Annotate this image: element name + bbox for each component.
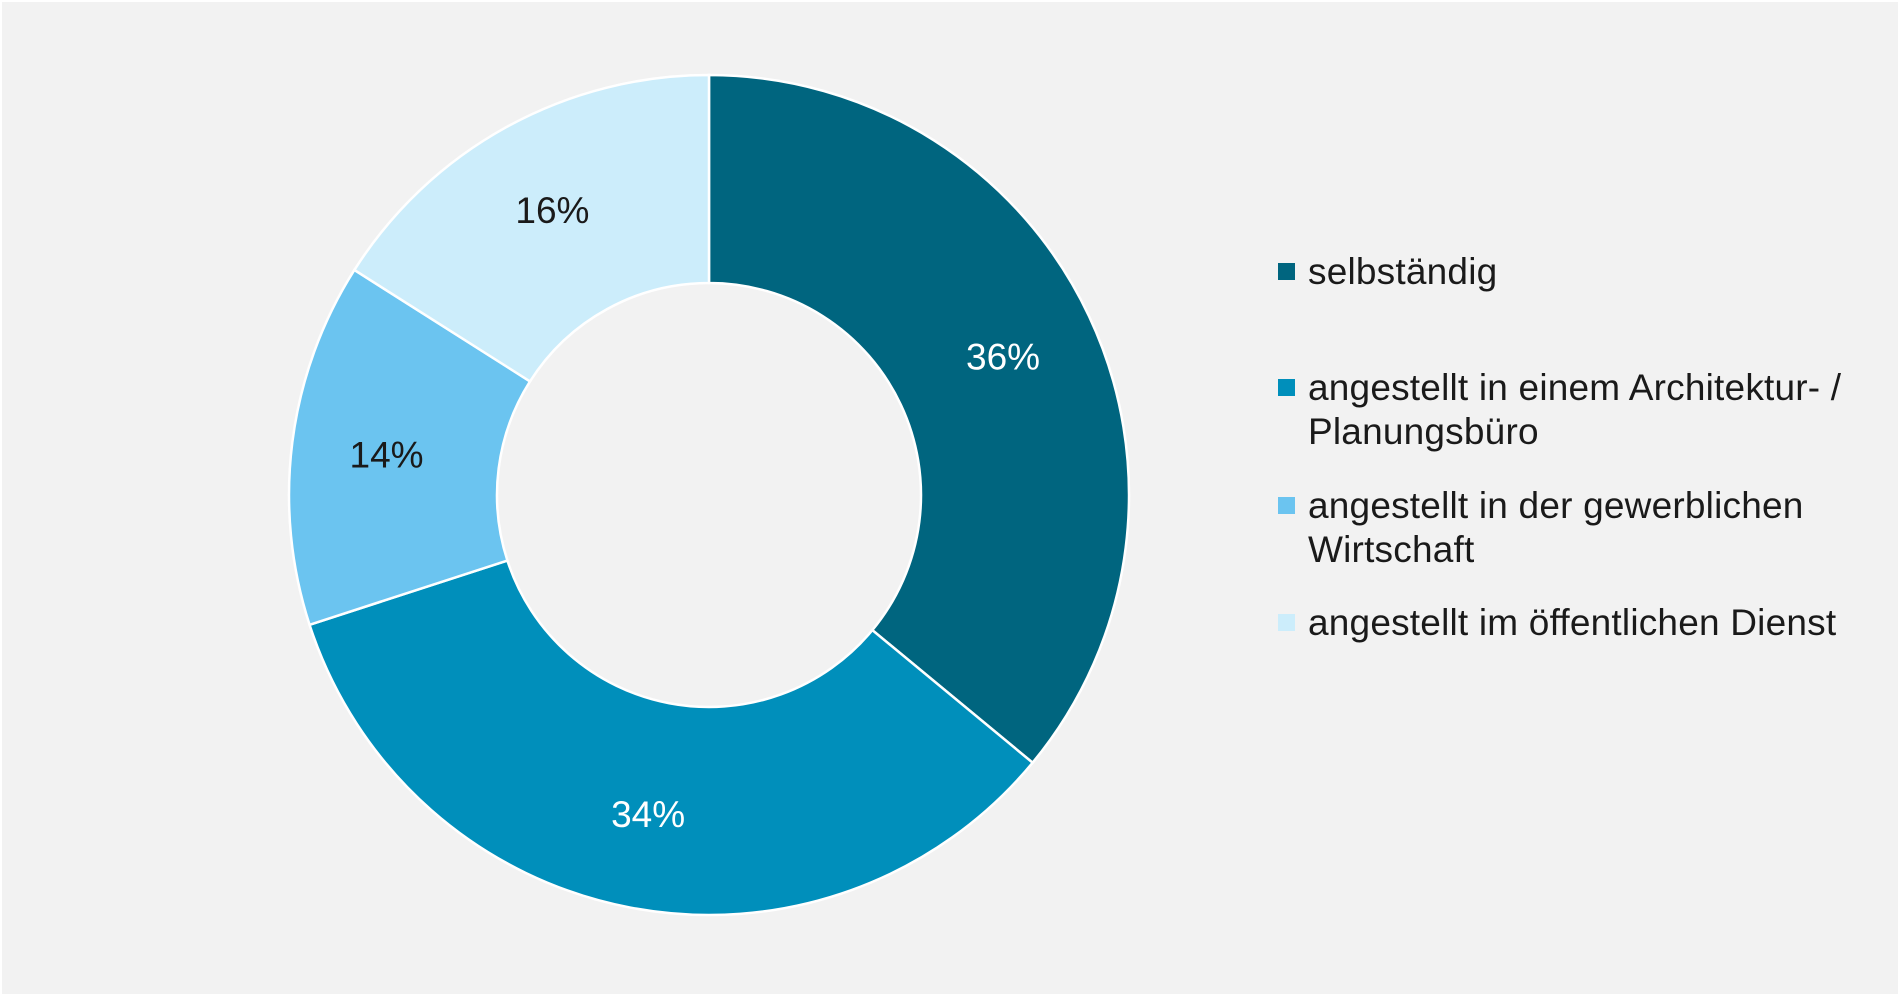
legend-swatch-gewerbliche-wirtschaft	[1278, 497, 1295, 514]
data-label-selbstaendig: 36%	[966, 337, 1040, 378]
legend-label-oeffentlicher-dienst: angestellt im öffentlichen Dienst	[1308, 602, 1837, 643]
data-label-oeffentlicher-dienst: 16%	[515, 190, 589, 231]
data-label-gewerbliche-wirtschaft: 14%	[350, 434, 424, 475]
data-label-architekturbuero: 34%	[611, 794, 685, 835]
donut-slice-gewerbliche-wirtschaft	[287, 268, 532, 627]
donut-slice-selbstaendig	[707, 73, 1131, 765]
legend-swatch-selbstaendig	[1278, 263, 1295, 280]
legend-swatch-oeffentlicher-dienst	[1278, 614, 1295, 631]
legend-label-selbstaendig: selbständig	[1308, 251, 1498, 292]
donut-slice-architekturbuero	[307, 558, 1035, 917]
legend-label-architekturbuero: angestellt in einem Architektur- / Planu…	[1308, 367, 1842, 452]
donut-slice-labels: 36% 34% 14% 16%	[350, 190, 1041, 835]
legend-label-gewerbliche-wirtschaft: angestellt in der gewerblichen Wirtschaf…	[1308, 485, 1804, 570]
donut-slices	[287, 73, 1131, 917]
donut-slice-oeffentlicher-dienst	[352, 73, 711, 384]
legend-swatch-architekturbuero	[1278, 379, 1295, 396]
